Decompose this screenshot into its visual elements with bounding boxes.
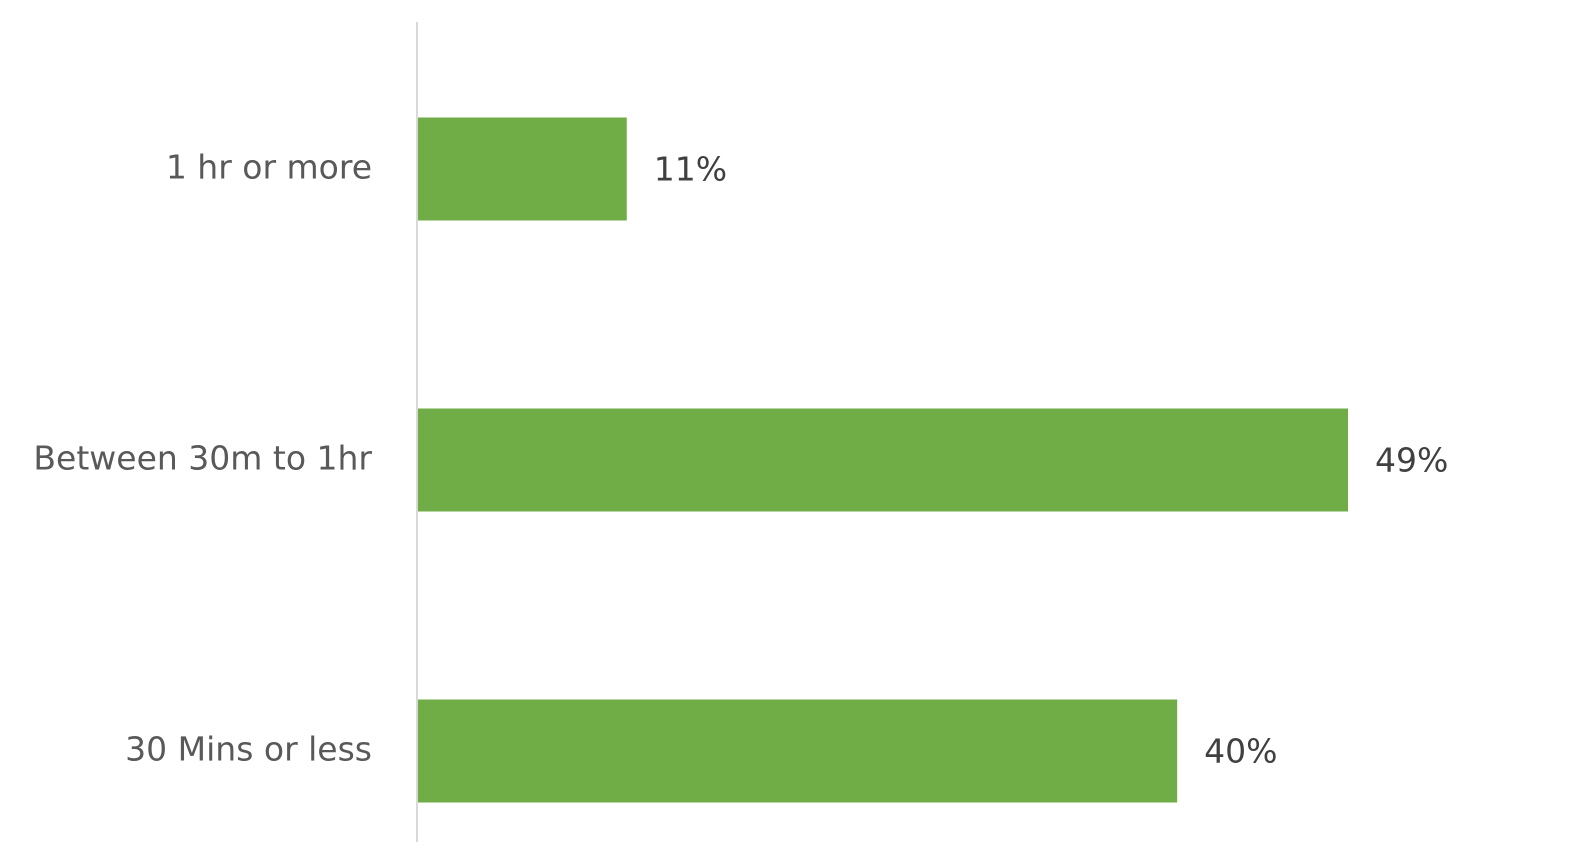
bar <box>418 699 1178 803</box>
y-tick-label: Between 30m to 1hr <box>33 439 372 478</box>
bar <box>418 117 627 221</box>
y-tick-label: 30 Mins or less <box>125 730 372 769</box>
y-tick-label: 1 hr or more <box>166 148 372 187</box>
bar <box>418 408 1348 512</box>
value-label: 11% <box>654 150 727 189</box>
value-label: 40% <box>1204 732 1277 771</box>
value-label: 49% <box>1375 441 1448 480</box>
